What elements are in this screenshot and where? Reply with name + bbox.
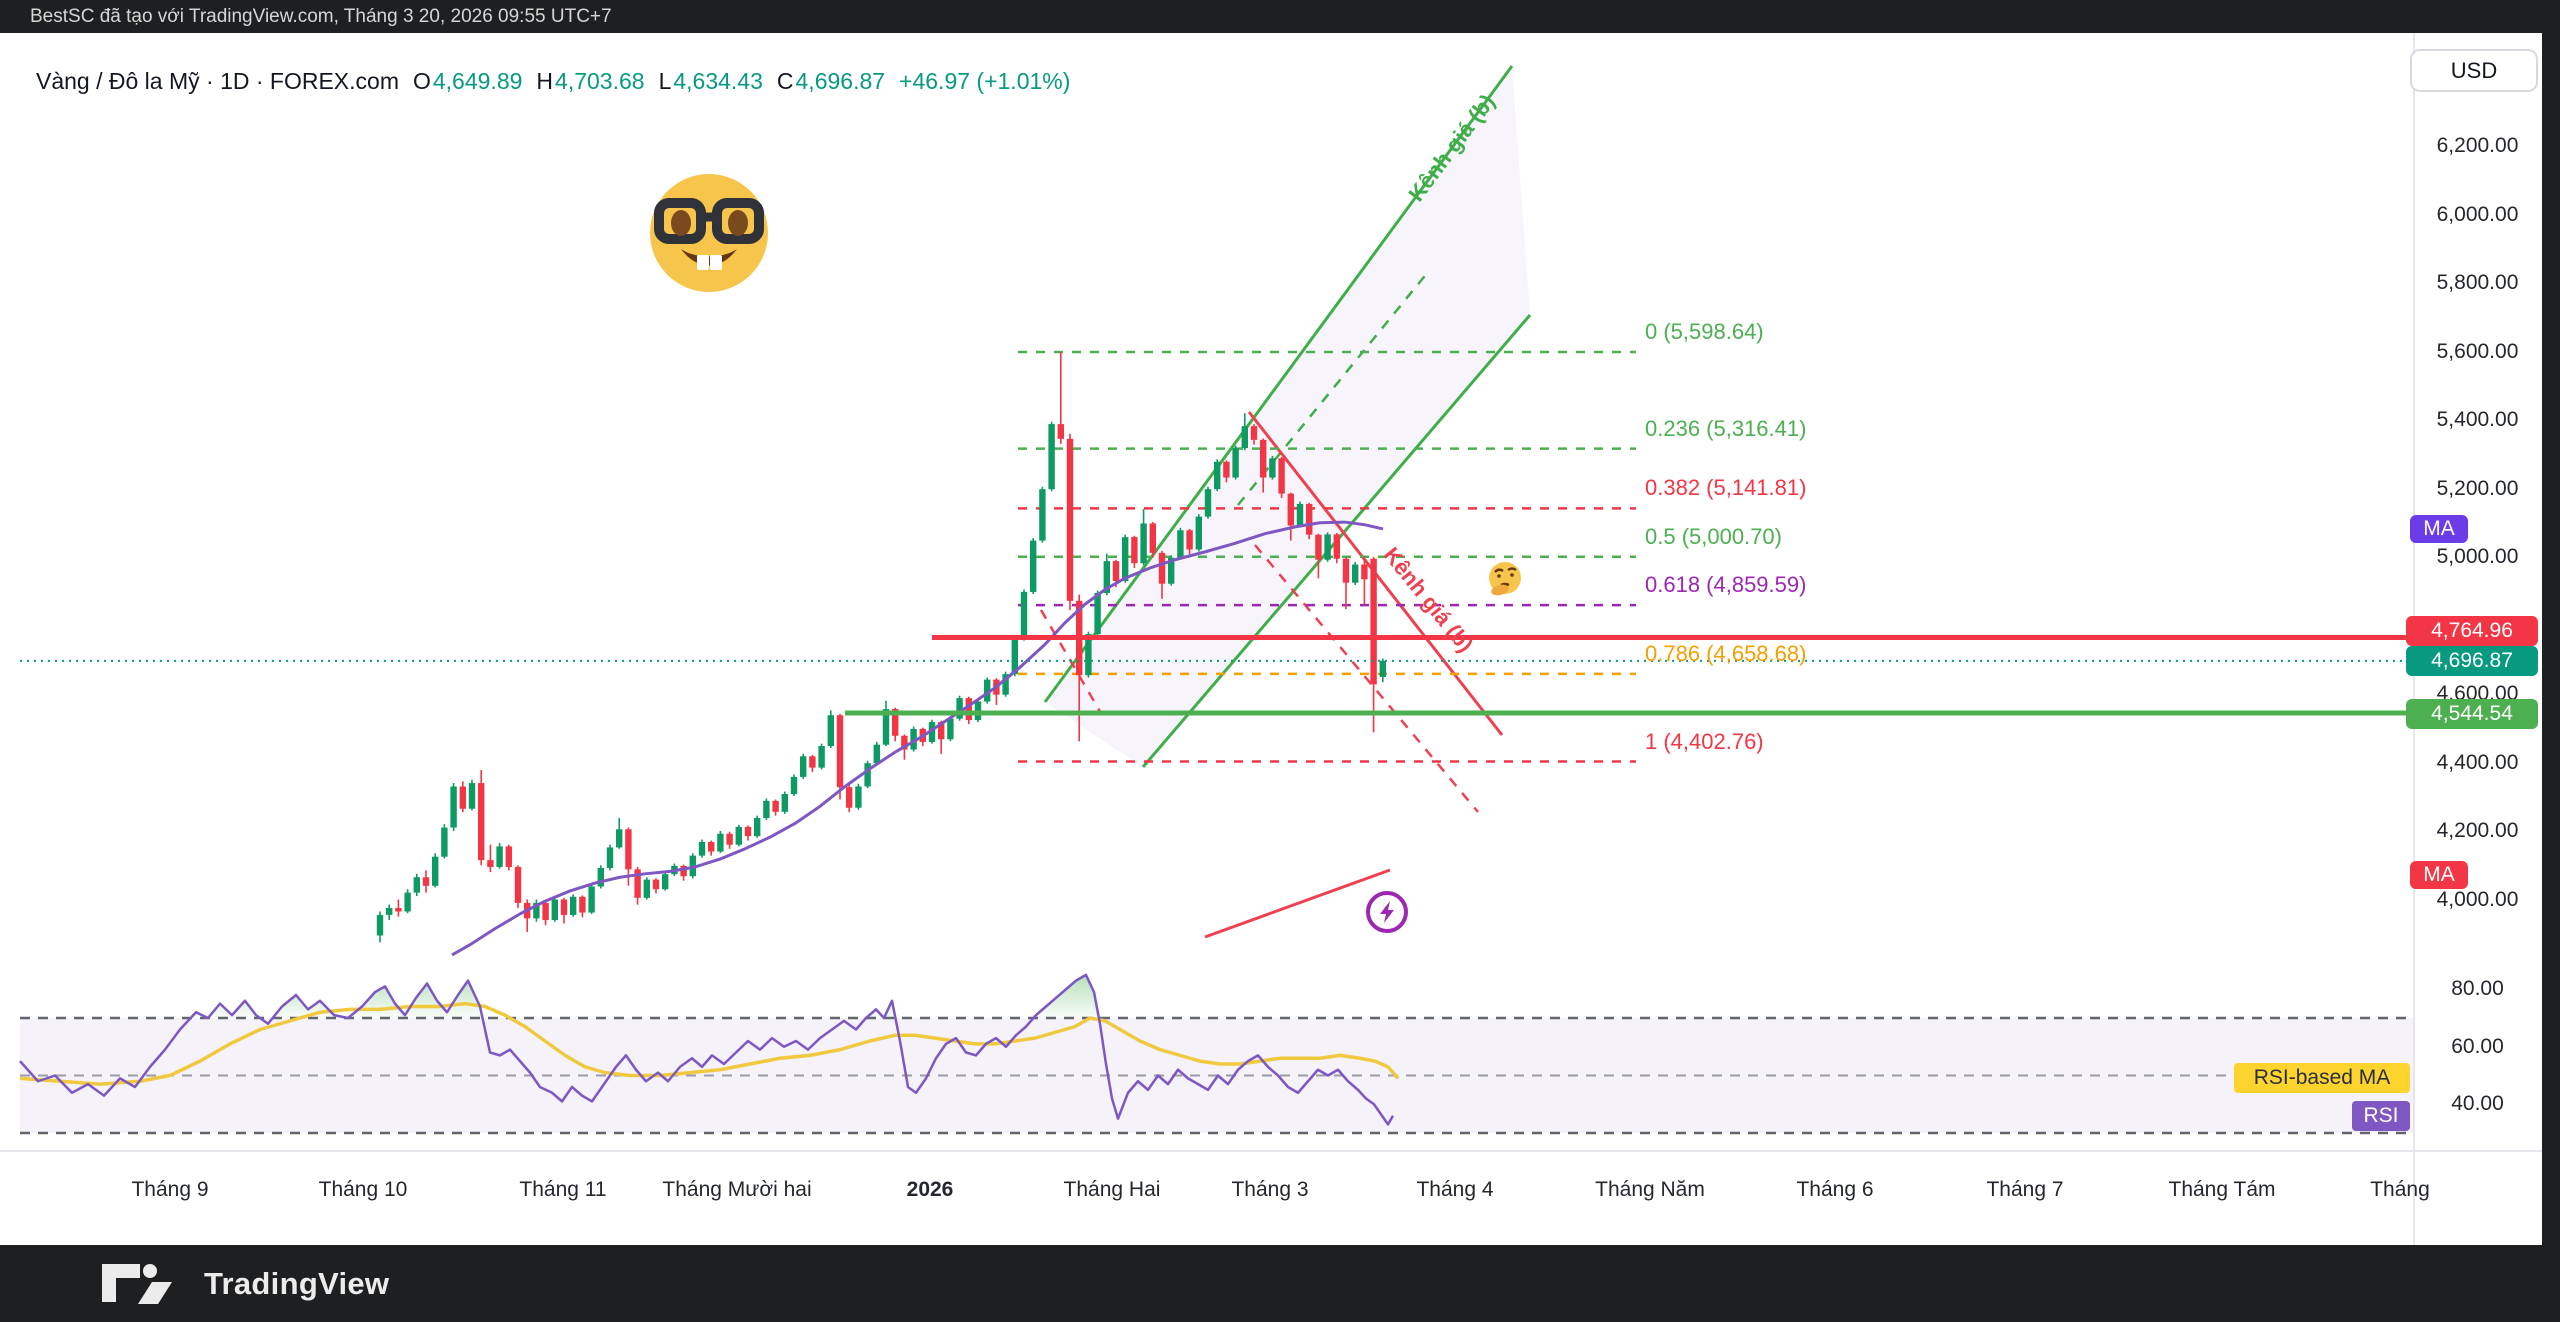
open-label: O xyxy=(412,67,431,94)
rsi-axis-label: 60.00 xyxy=(2451,1034,2504,1058)
chart-plot-area[interactable] xyxy=(0,33,2393,1150)
time-axis-label: Tháng Hai xyxy=(1063,1178,1161,1201)
fib-level-label-1[interactable]: 1 (4,402.76) xyxy=(1645,728,1764,754)
change-value: +46.97 (+1.01%) xyxy=(899,67,1071,94)
time-axis-label: Tháng 11 xyxy=(519,1178,607,1201)
symbol-ohlc-header[interactable]: Vàng / Đô la Mỹ · 1D · FOREX.com O 4,649.… xyxy=(36,66,1070,96)
price-axis-label: 5,600.00 xyxy=(2436,339,2519,363)
moving-average-line xyxy=(451,520,1384,957)
low-value: 4,634.43 xyxy=(673,67,763,94)
time-axis-label: Tháng Tám xyxy=(2168,1178,2276,1201)
high-value: 4,703.68 xyxy=(555,67,645,94)
price-value-badge: 4,764.96 xyxy=(2406,615,2538,646)
price-axis-label: 6,200.00 xyxy=(2436,134,2519,157)
fib-level-label-0[interactable]: 0 (5,598.64) xyxy=(1645,318,1764,344)
time-axis-label: Tháng 6 xyxy=(1796,1178,1874,1201)
price-axis-label: 5,400.00 xyxy=(2436,408,2519,431)
ma-value-badge: MA xyxy=(2410,860,2468,889)
fib-level-label-0.382[interactable]: 0.382 (5,141.81) xyxy=(1645,475,1807,501)
rsi-axis-label: 40.00 xyxy=(2451,1092,2504,1116)
rsi-name-badge: RSI xyxy=(2352,1100,2410,1131)
attribution-text: BestSC đã tạo với TradingView.com, Tháng… xyxy=(30,5,612,27)
rsi-indicator-pane xyxy=(19,973,2413,1135)
price-value-badge: 4,696.87 xyxy=(2406,645,2538,676)
lightning-bolt-icon[interactable] xyxy=(1366,891,1408,933)
time-axis-separator xyxy=(0,1150,2542,1152)
time-axis-label: Tháng xyxy=(2370,1178,2430,1201)
price-axis-label: 4,200.00 xyxy=(2436,819,2519,842)
price-axis-label: 5,000.00 xyxy=(2436,545,2519,568)
time-axis-label: 2026 xyxy=(906,1178,954,1201)
price-axis-label: 4,400.00 xyxy=(2436,750,2519,774)
time-axis-label: Tháng Mười hai xyxy=(662,1178,812,1201)
close-value: 4,696.87 xyxy=(795,67,886,94)
currency-toggle-button[interactable]: USD xyxy=(2410,49,2538,92)
fib-level-label-0.786[interactable]: 0.786 (4,658.68) xyxy=(1645,640,1807,666)
rsi-axis-label: 80.00 xyxy=(2451,977,2504,1001)
time-axis-label: Tháng 3 xyxy=(1231,1178,1309,1201)
low-label: L xyxy=(658,67,672,94)
price-value-badge: 4,544.54 xyxy=(2406,698,2538,729)
footer-bar: TradingView xyxy=(0,1245,2560,1322)
ma-value-badge: MA xyxy=(2410,514,2468,543)
rsi-name-badge: RSI-based MA xyxy=(2234,1063,2410,1094)
high-label: H xyxy=(536,67,554,94)
fib-level-label-0.236[interactable]: 0.236 (5,316.41) xyxy=(1645,415,1807,441)
thinking-face-emoji[interactable] xyxy=(1489,562,1521,597)
fib-level-label-0.618[interactable]: 0.618 (4,859.59) xyxy=(1645,572,1807,598)
nerd-face-emoji[interactable] xyxy=(650,174,768,292)
price-axis-label: 5,800.00 xyxy=(2436,271,2519,294)
price-axis-label: 4,000.00 xyxy=(2436,887,2519,911)
price-axis-label: 6,000.00 xyxy=(2436,202,2519,226)
tradingview-logo-icon[interactable] xyxy=(100,1262,190,1306)
time-axis-label: Tháng 9 xyxy=(131,1178,209,1201)
price-axis-label: 5,200.00 xyxy=(2436,476,2519,500)
time-axis-label: Tháng Năm xyxy=(1595,1178,1705,1201)
time-axis-label: Tháng 10 xyxy=(318,1178,408,1201)
symbol-title[interactable]: Vàng / Đô la Mỹ · 1D · FOREX.com xyxy=(36,67,399,94)
tradingview-logo-text[interactable]: TradingView xyxy=(204,1265,390,1301)
close-label: C xyxy=(776,67,794,94)
open-value: 4,649.89 xyxy=(432,67,523,94)
time-axis-label: Tháng 4 xyxy=(1416,1178,1494,1201)
time-axis-label: Tháng 7 xyxy=(1986,1178,2064,1201)
attribution-bar: BestSC đã tạo với TradingView.com, Tháng… xyxy=(0,0,2560,33)
fib-level-label-0.5[interactable]: 0.5 (5,000.70) xyxy=(1645,523,1782,549)
